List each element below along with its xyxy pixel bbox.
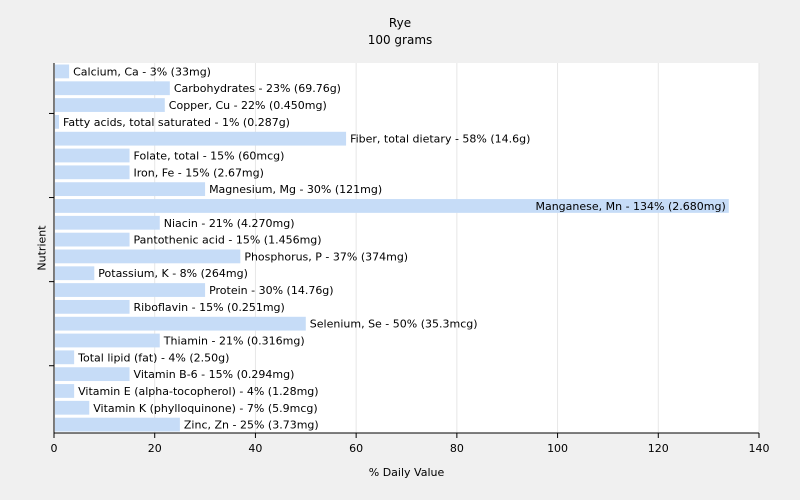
bar-label: Zinc, Zn - 25% (3.73mg) bbox=[184, 419, 319, 432]
bar-label: Copper, Cu - 22% (0.450mg) bbox=[169, 99, 327, 112]
bar bbox=[55, 148, 130, 163]
bar bbox=[55, 114, 60, 129]
x-tick-label: 60 bbox=[349, 442, 363, 455]
bar bbox=[55, 199, 729, 213]
bar bbox=[55, 131, 347, 146]
bar bbox=[55, 81, 170, 96]
bar bbox=[55, 316, 306, 331]
x-tick-label: 120 bbox=[648, 442, 669, 455]
bar bbox=[55, 249, 241, 264]
bar-label: Iron, Fe - 15% (2.67mg) bbox=[134, 166, 264, 179]
bar-label: Calcium, Ca - 3% (33mg) bbox=[73, 65, 211, 78]
bar-label: Pantothenic acid - 15% (1.456mg) bbox=[134, 234, 322, 247]
bar-label: Selenium, Se - 50% (35.3mcg) bbox=[310, 318, 478, 331]
bar bbox=[55, 232, 130, 247]
bar bbox=[55, 299, 130, 314]
bar-label: Potassium, K - 8% (264mg) bbox=[98, 267, 248, 280]
bar-label: Fiber, total dietary - 58% (14.6g) bbox=[350, 133, 530, 146]
x-axis-label: % Daily Value bbox=[368, 466, 445, 479]
bar bbox=[55, 165, 130, 180]
bar bbox=[55, 98, 165, 112]
bar bbox=[55, 215, 160, 230]
bar bbox=[55, 182, 206, 197]
x-tick-label: 80 bbox=[450, 442, 464, 455]
y-axis-label: Nutrient bbox=[35, 225, 49, 271]
bar-label: Protein - 30% (14.76g) bbox=[209, 284, 334, 297]
bar-label: Vitamin B-6 - 15% (0.294mg) bbox=[134, 368, 295, 381]
x-tick-label: 140 bbox=[749, 442, 770, 455]
bar bbox=[55, 64, 70, 79]
bar-label: Vitamin K (phylloquinone) - 7% (5.9mcg) bbox=[93, 402, 317, 415]
bar-label: Vitamin E (alpha-tocopherol) - 4% (1.28m… bbox=[78, 385, 318, 398]
x-tick-label: 0 bbox=[51, 442, 58, 455]
bar bbox=[55, 283, 206, 297]
bar bbox=[55, 417, 180, 432]
bar bbox=[55, 333, 160, 348]
bar-label: Thiamin - 21% (0.316mg) bbox=[163, 335, 305, 348]
bar bbox=[55, 384, 75, 398]
x-tick-label: 100 bbox=[547, 442, 568, 455]
bar-label: Carbohydrates - 23% (69.76g) bbox=[174, 82, 341, 95]
bar-label: Folate, total - 15% (60mcg) bbox=[134, 150, 285, 163]
bar-label: Manganese, Mn - 134% (2.680mg) bbox=[535, 200, 725, 213]
chart-subtitle: 100 grams bbox=[367, 33, 433, 47]
bar bbox=[55, 367, 130, 382]
bar bbox=[55, 400, 90, 415]
x-tick-label: 20 bbox=[148, 442, 162, 455]
plot-background bbox=[54, 63, 759, 433]
bar-label: Niacin - 21% (4.270mg) bbox=[164, 217, 295, 230]
bar-label: Phosphorus, P - 37% (374mg) bbox=[244, 250, 408, 263]
bar bbox=[55, 350, 75, 365]
bar-label: Riboflavin - 15% (0.251mg) bbox=[134, 301, 285, 314]
chart-title: Rye bbox=[388, 16, 412, 30]
bar-label: Fatty acids, total saturated - 1% (0.287… bbox=[63, 116, 290, 129]
x-tick-label: 40 bbox=[248, 442, 262, 455]
bar bbox=[55, 266, 95, 281]
bar-label: Total lipid (fat) - 4% (2.50g) bbox=[77, 351, 229, 364]
bar-label: Magnesium, Mg - 30% (121mg) bbox=[209, 183, 382, 196]
